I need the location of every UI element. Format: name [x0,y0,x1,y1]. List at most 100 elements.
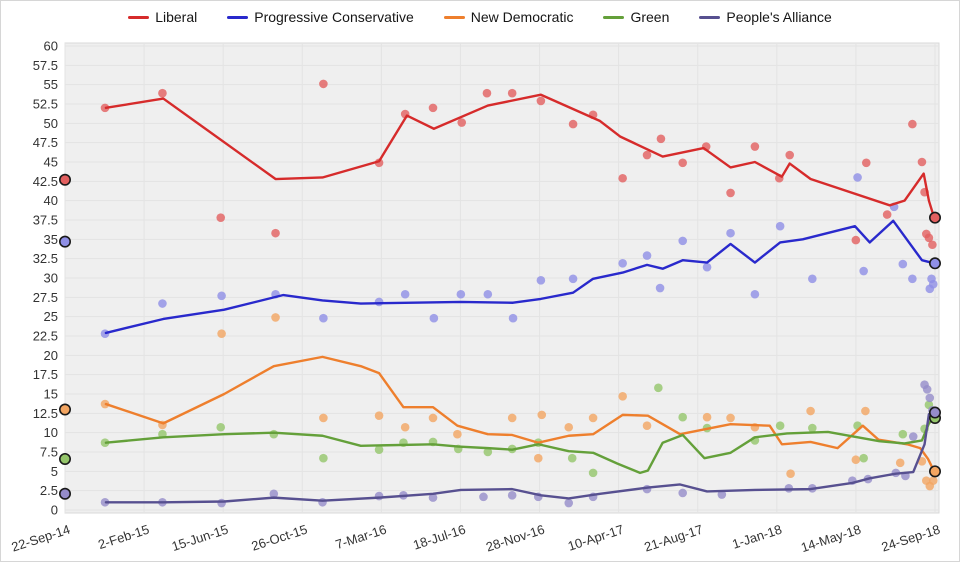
poll-dot [536,276,546,285]
poll-dot [564,498,574,508]
legend-item-new-democratic: New Democratic [443,9,573,25]
legend-swatch-people-s-alliance [699,15,721,19]
poll-dot [216,213,226,222]
poll-dot [217,291,226,301]
poll-dot [642,150,652,160]
x-tick-label: 14-May-18 [799,522,863,555]
poll-dot [483,447,493,457]
x-tick-label: 18-Jul-16 [411,522,467,553]
poll-dot [908,432,918,441]
poll-dot [618,392,627,401]
y-tick-label: 12.5 [33,406,58,421]
poll-dot [482,88,492,98]
y-tick-label: 22.5 [33,329,58,344]
poll-dot [319,413,328,423]
trend-line-new-democratic [104,355,936,473]
poll-dot [922,385,932,394]
poll-dot [428,413,438,423]
legend-swatch-progressive-conservative [227,15,249,19]
poll-dot [928,240,937,250]
poll-dot [678,236,687,246]
poll-dot [726,188,735,198]
legend-swatch-new-democratic [443,15,465,19]
poll-dot [158,299,167,308]
election-result-2014-progressive-conservative [58,235,71,248]
y-tick-label: 10 [44,425,58,440]
y-tick-label: 25 [44,309,58,324]
y-tick-label: 0 [51,503,58,518]
x-axis-labels: 22-Sep-14 2-Feb-15 15-Jun-15 26-Oct-15 7-Mar… [10,522,942,555]
poll-dot [851,235,861,245]
y-tick-label: 50 [44,116,58,131]
poll-dot [717,490,727,499]
poll-dot [642,251,652,260]
election-result-2018-new-democratic [928,465,941,478]
y-tick-label: 57.5 [33,58,58,73]
poll-dot [917,157,927,167]
poll-dot [726,413,735,423]
poll-dot [318,497,327,507]
legend-item-green: Green [603,9,669,25]
poll-dot [269,429,279,439]
y-tick-label: 27.5 [33,290,58,305]
poll-dot [374,297,384,307]
y-tick-label: 5 [51,464,58,479]
poll-dot [536,96,546,106]
poll-dot [861,406,870,416]
poll-dot [859,266,868,276]
y-tick-label: 35 [44,232,58,247]
trend-line-people-s-alliance [104,411,936,504]
poll-dot [588,413,598,423]
poll-dot [898,429,908,439]
legend-label-progressive-conservative: Progressive Conservative [254,9,414,25]
poll-dot [568,274,578,284]
poll-dot [319,453,328,463]
poll-dot [928,476,938,485]
poll-dot [507,491,517,500]
legend-label-green: Green [630,9,670,25]
poll-dot [507,413,517,423]
poll-dots-new-democratic [100,313,938,491]
election-result-2014-people-s-alliance [58,487,71,500]
x-tick-label: 1-Jan-18 [730,522,783,552]
poll-dot [271,228,280,238]
trend-line-green [104,416,936,475]
poll-dot [702,262,712,272]
poll-dot [785,150,795,160]
y-tick-label: 37.5 [33,213,58,228]
x-tick-label: 26-Oct-15 [250,522,310,554]
y-tick-label: 7.5 [40,445,58,460]
poll-dot [808,423,817,433]
poll-dot [319,313,328,323]
poll-dot [533,453,543,463]
legend-label-people-s-alliance: People's Alliance [726,9,832,25]
legend-item-progressive-conservative: Progressive Conservative [227,9,414,25]
poll-dot [269,489,279,499]
y-tick-label: 2.5 [40,483,58,498]
x-tick-label: 7-Mar-16 [333,522,388,553]
x-tick-label: 10-Apr-17 [566,522,626,554]
poll-dot [928,279,938,289]
poll-dots-green [100,383,937,478]
poll-dot [642,421,652,431]
poll-dot [483,289,493,299]
poll-dot [400,422,410,432]
poll-dot [656,134,666,144]
y-tick-label: 20 [44,348,58,363]
poll-dot [775,421,785,431]
y-axis-labels: 02.557.51012.51517.52022.52527.53032.535… [33,39,58,518]
election-result-2014-green [58,452,71,465]
poll-dot [678,488,687,498]
poll-dot [618,173,627,183]
poll-dot [429,313,439,323]
poll-dot [750,142,760,151]
poll-dots-progressive-conservative [100,173,938,338]
poll-dot [508,313,518,323]
poll-dot [374,491,384,501]
poll-dot [618,259,627,268]
y-tick-label: 60 [44,39,58,54]
y-tick-label: 17.5 [33,367,58,382]
y-tick-label: 15 [44,387,58,402]
legend-swatch-liberal [128,15,150,19]
